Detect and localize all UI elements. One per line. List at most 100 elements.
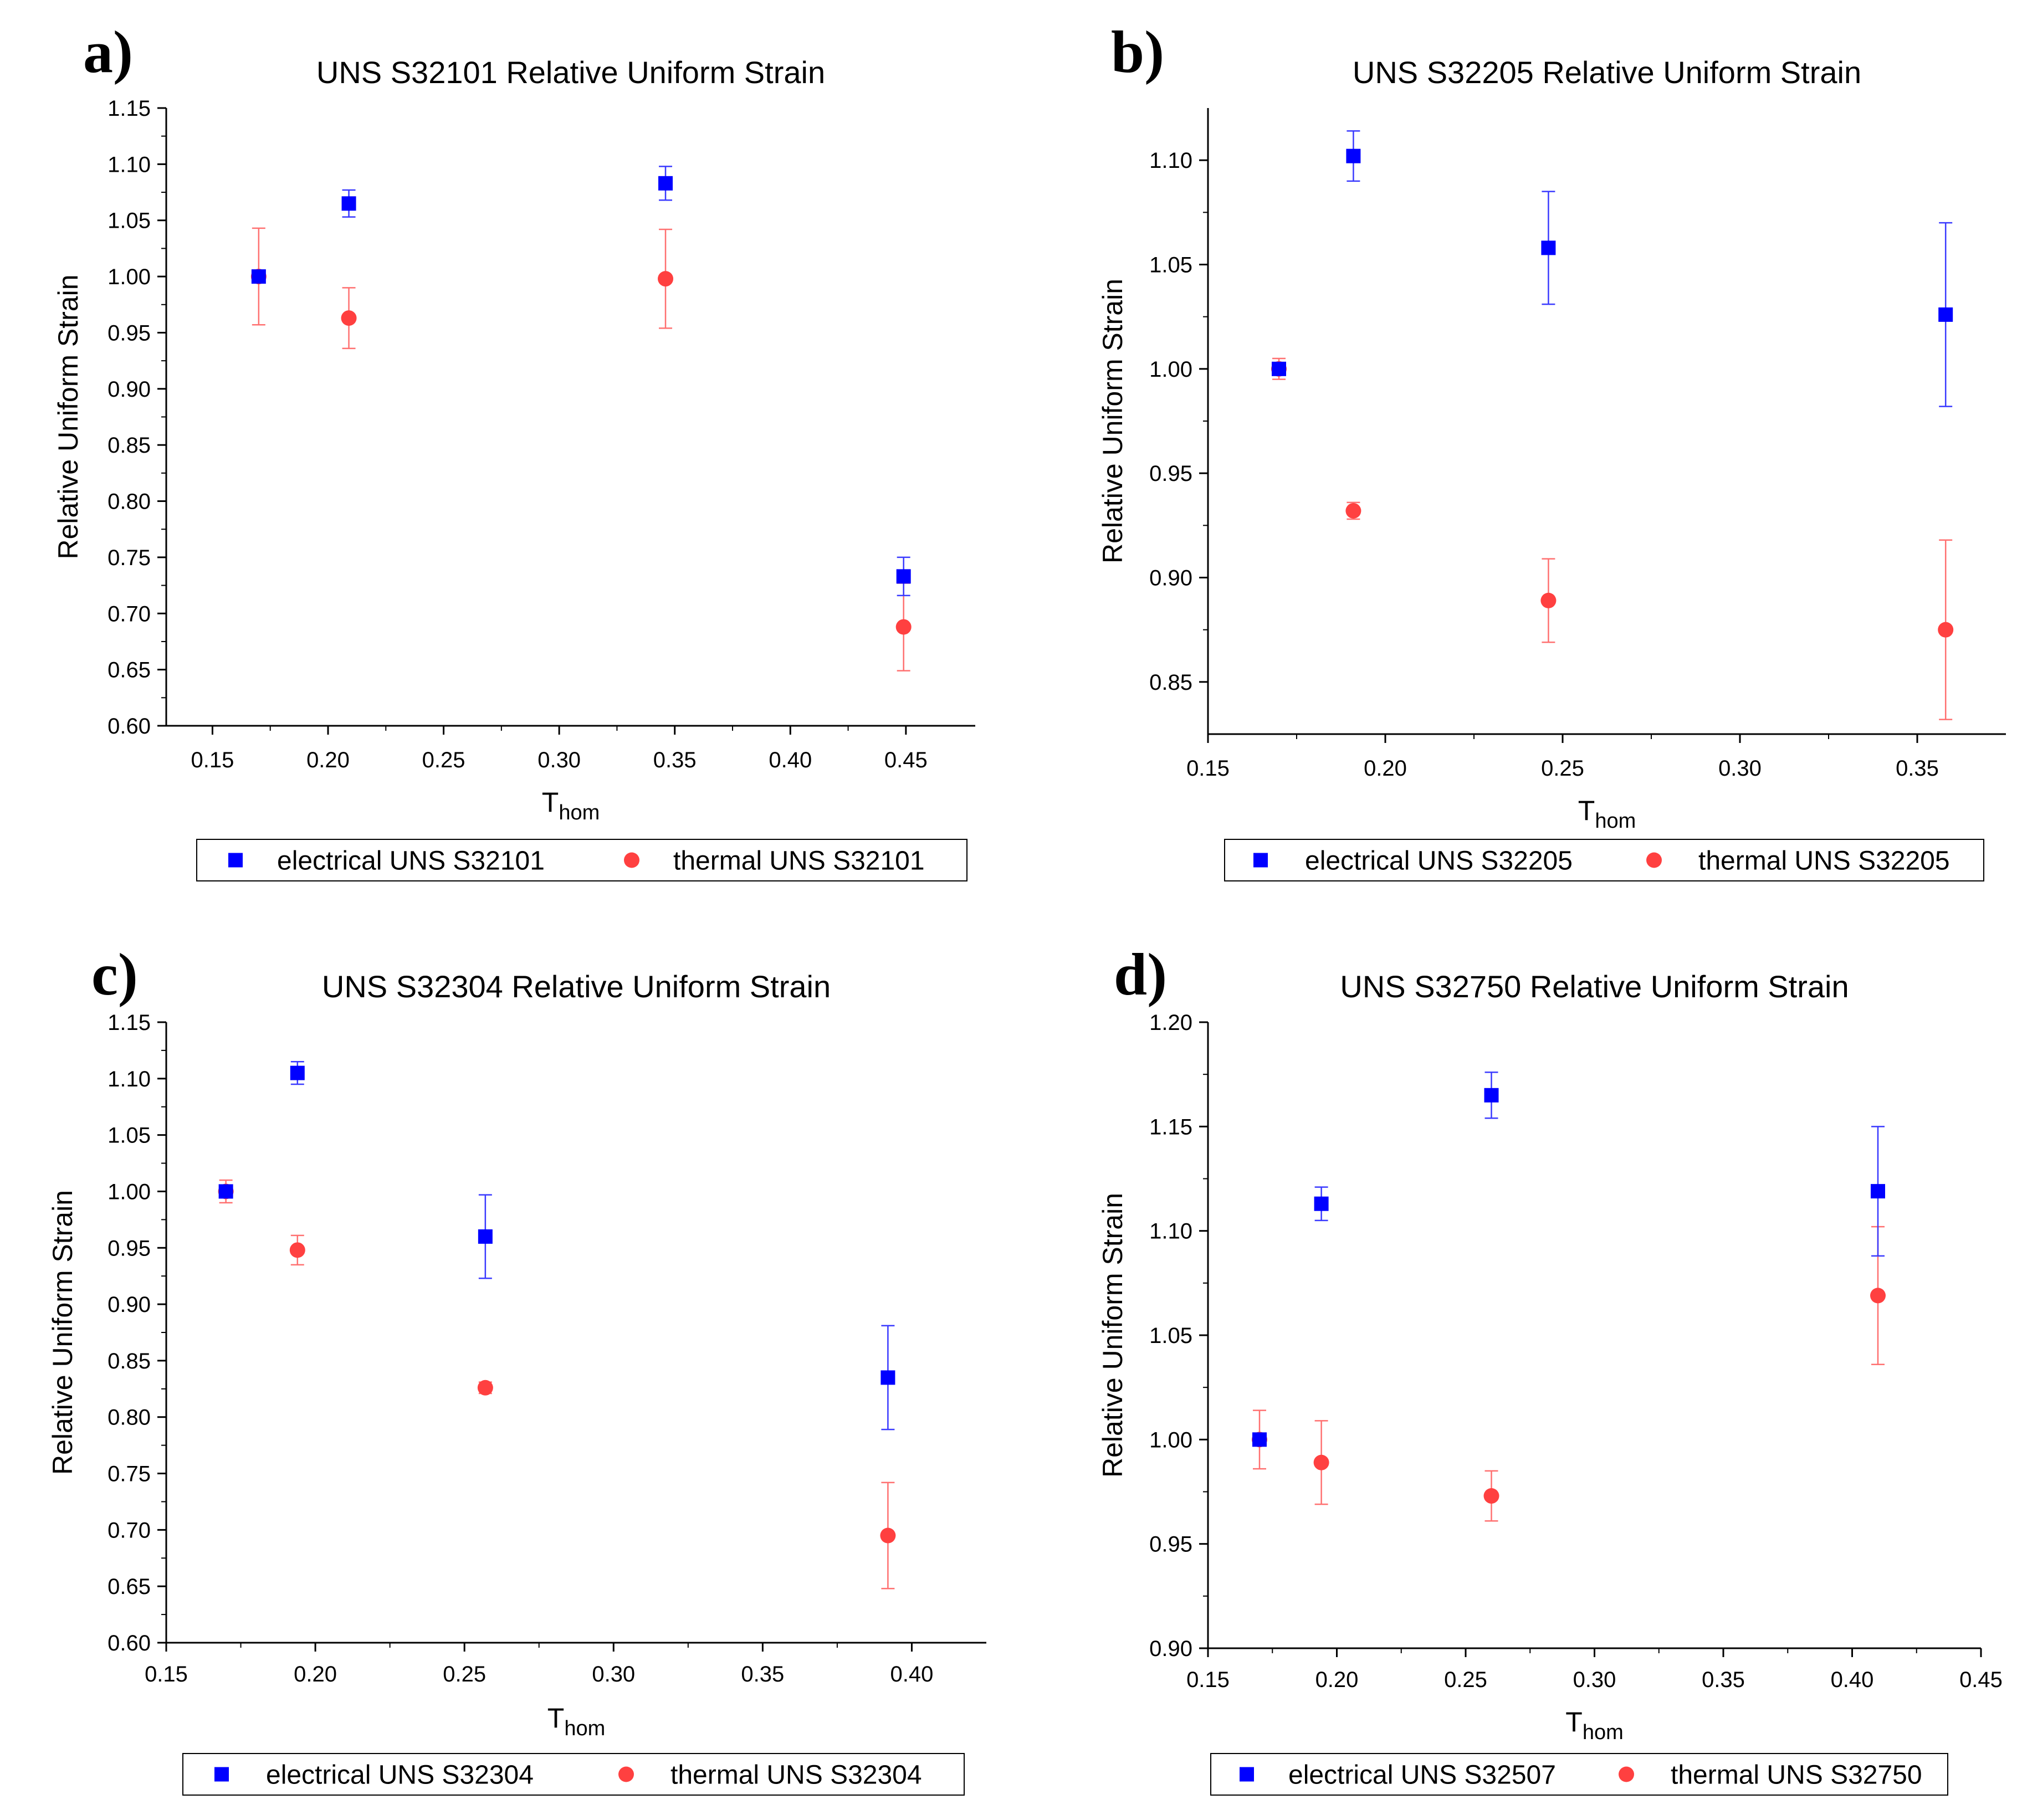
y-axis-label: Relative Uniform Strain	[1097, 279, 1128, 563]
y-tick-label: 1.05	[1149, 253, 1192, 278]
y-tick-label: 1.10	[107, 152, 151, 177]
legend-symbol-electrical	[214, 1767, 229, 1782]
y-tick-label: 0.60	[107, 714, 151, 739]
chart-panel-b: b) UNS S32205 Relative Uniform Strain 0.15…	[1097, 19, 2006, 881]
y-tick-label: 1.10	[1149, 1219, 1192, 1244]
y-tick-label: 1.00	[1149, 357, 1192, 382]
electrical-data-point	[658, 176, 673, 191]
y-tick-label: 1.15	[107, 96, 151, 121]
electrical-data-point	[1938, 307, 1953, 322]
x-axis-label: Thom	[1578, 795, 1636, 833]
legend-label-thermal: thermal UNS S32304	[670, 1761, 922, 1790]
legend: electrical UNS S32304 thermal UNS S32304	[182, 1753, 965, 1796]
legend-symbol-thermal	[1619, 1766, 1634, 1782]
x-tick-label: 0.30	[1573, 1668, 1616, 1692]
x-tick-label: 0.15	[1186, 1668, 1230, 1692]
electrical-data-point	[1252, 1432, 1267, 1447]
y-tick-label: 1.15	[1149, 1115, 1192, 1139]
x-tick-label: 0.30	[537, 748, 581, 772]
chart-title: UNS S32750 Relative Uniform Strain	[1340, 969, 1849, 1004]
x-tick-label: 0.25	[422, 748, 465, 772]
y-axis-label: Relative Uniform Strain	[1097, 1193, 1128, 1478]
legend-symbol-thermal	[624, 852, 639, 868]
thermal-data-point	[1540, 592, 1557, 608]
electrical-data-point	[218, 1184, 233, 1199]
y-tick-label: 1.00	[107, 265, 151, 289]
x-tick-label: 0.45	[1959, 1668, 2003, 1692]
chart-title: UNS S32205 Relative Uniform Strain	[1353, 55, 1861, 90]
x-tick-label: 0.35	[1896, 756, 1939, 781]
chart-title: UNS S32101 Relative Uniform Strain	[316, 55, 825, 90]
legend-label-electrical: electrical UNS S32507	[1288, 1761, 1556, 1790]
thermal-data-point	[477, 1380, 493, 1396]
legend-symbol-electrical	[228, 853, 243, 868]
legend-symbol-thermal	[618, 1766, 634, 1782]
legend-symbol-thermal	[1646, 852, 1662, 868]
y-tick-label: 0.90	[107, 1293, 151, 1317]
y-tick-label: 0.95	[1149, 1532, 1192, 1557]
panel-label: b)	[1111, 19, 1164, 85]
x-tick-label: 0.45	[884, 748, 928, 772]
y-tick-label: 0.90	[107, 377, 151, 402]
x-tick-label: 0.30	[1718, 756, 1762, 781]
x-tick-label: 0.20	[1364, 756, 1407, 781]
y-tick-label: 0.95	[1149, 462, 1192, 486]
x-tick-label: 0.15	[145, 1662, 188, 1686]
legend: electrical UNS S32205 thermal UNS S32205	[1224, 839, 1984, 881]
electrical-data-point	[896, 569, 911, 584]
legend-label-electrical: electrical UNS S32101	[277, 847, 545, 876]
thermal-data-point	[341, 310, 357, 326]
y-tick-label: 1.15	[107, 1011, 151, 1035]
x-tick-label: 0.15	[191, 748, 234, 772]
x-axis-label: Thom	[547, 1703, 605, 1740]
x-tick-label: 0.40	[890, 1662, 934, 1686]
y-tick-label: 0.70	[107, 602, 151, 626]
electrical-data-point	[1346, 148, 1361, 163]
y-tick-label: 0.95	[107, 321, 151, 345]
thermal-data-point	[1483, 1488, 1499, 1504]
legend-box	[1224, 839, 1984, 881]
y-tick-label: 0.60	[107, 1631, 151, 1655]
x-axis-label: Thom	[1565, 1706, 1623, 1744]
y-tick-label: 0.85	[1149, 670, 1192, 695]
chart-panel-c: c) UNS S32304 Relative Uniform Strain 0.15…	[47, 942, 986, 1796]
y-tick-label: 1.00	[1149, 1428, 1192, 1452]
y-tick-label: 0.65	[107, 1575, 151, 1599]
y-axis-label: Relative Uniform Strain	[47, 1190, 78, 1475]
x-axis-label: Thom	[542, 787, 600, 824]
electrical-data-point	[1871, 1184, 1885, 1199]
x-tick-label: 0.20	[294, 1662, 337, 1686]
legend-symbol-electrical	[1253, 853, 1268, 868]
electrical-data-point	[1314, 1196, 1329, 1211]
y-tick-label: 0.80	[107, 1406, 151, 1430]
chart-title: UNS S32304 Relative Uniform Strain	[322, 969, 831, 1004]
x-tick-label: 0.30	[592, 1662, 635, 1686]
chart-panel-d: d) UNS S32750 Relative Uniform Strain 0.15…	[1097, 942, 2003, 1796]
x-tick-label: 0.15	[1186, 756, 1230, 781]
legend-box	[196, 839, 967, 881]
y-tick-label: 0.90	[1149, 1637, 1192, 1661]
x-tick-label: 0.20	[1315, 1668, 1359, 1692]
chart-panel-a: a) UNS S32101 Relative Uniform Strain 0.15…	[53, 19, 975, 881]
y-tick-label: 1.05	[1149, 1324, 1192, 1348]
thermal-data-point	[1345, 503, 1361, 519]
thermal-data-point	[658, 271, 674, 287]
y-tick-label: 0.65	[107, 658, 151, 683]
y-tick-label: 1.05	[107, 209, 151, 233]
x-tick-label: 0.35	[741, 1662, 784, 1686]
thermal-data-point	[1870, 1288, 1886, 1304]
x-tick-label: 0.25	[1444, 1668, 1487, 1692]
y-tick-label: 0.80	[107, 490, 151, 514]
x-tick-label: 0.25	[443, 1662, 486, 1686]
y-tick-label: 0.75	[107, 1462, 151, 1486]
electrical-data-point	[1541, 240, 1556, 255]
y-tick-label: 1.10	[107, 1067, 151, 1091]
electrical-data-point	[290, 1065, 305, 1080]
legend: electrical UNS S32507 thermal UNS S32750	[1210, 1753, 1948, 1796]
y-tick-label: 1.00	[107, 1180, 151, 1204]
legend-label-thermal: thermal UNS S32101	[673, 847, 925, 876]
legend-label-thermal: thermal UNS S32750	[1671, 1761, 1922, 1790]
panel-label: d)	[1114, 942, 1167, 1008]
thermal-data-point	[289, 1242, 305, 1258]
